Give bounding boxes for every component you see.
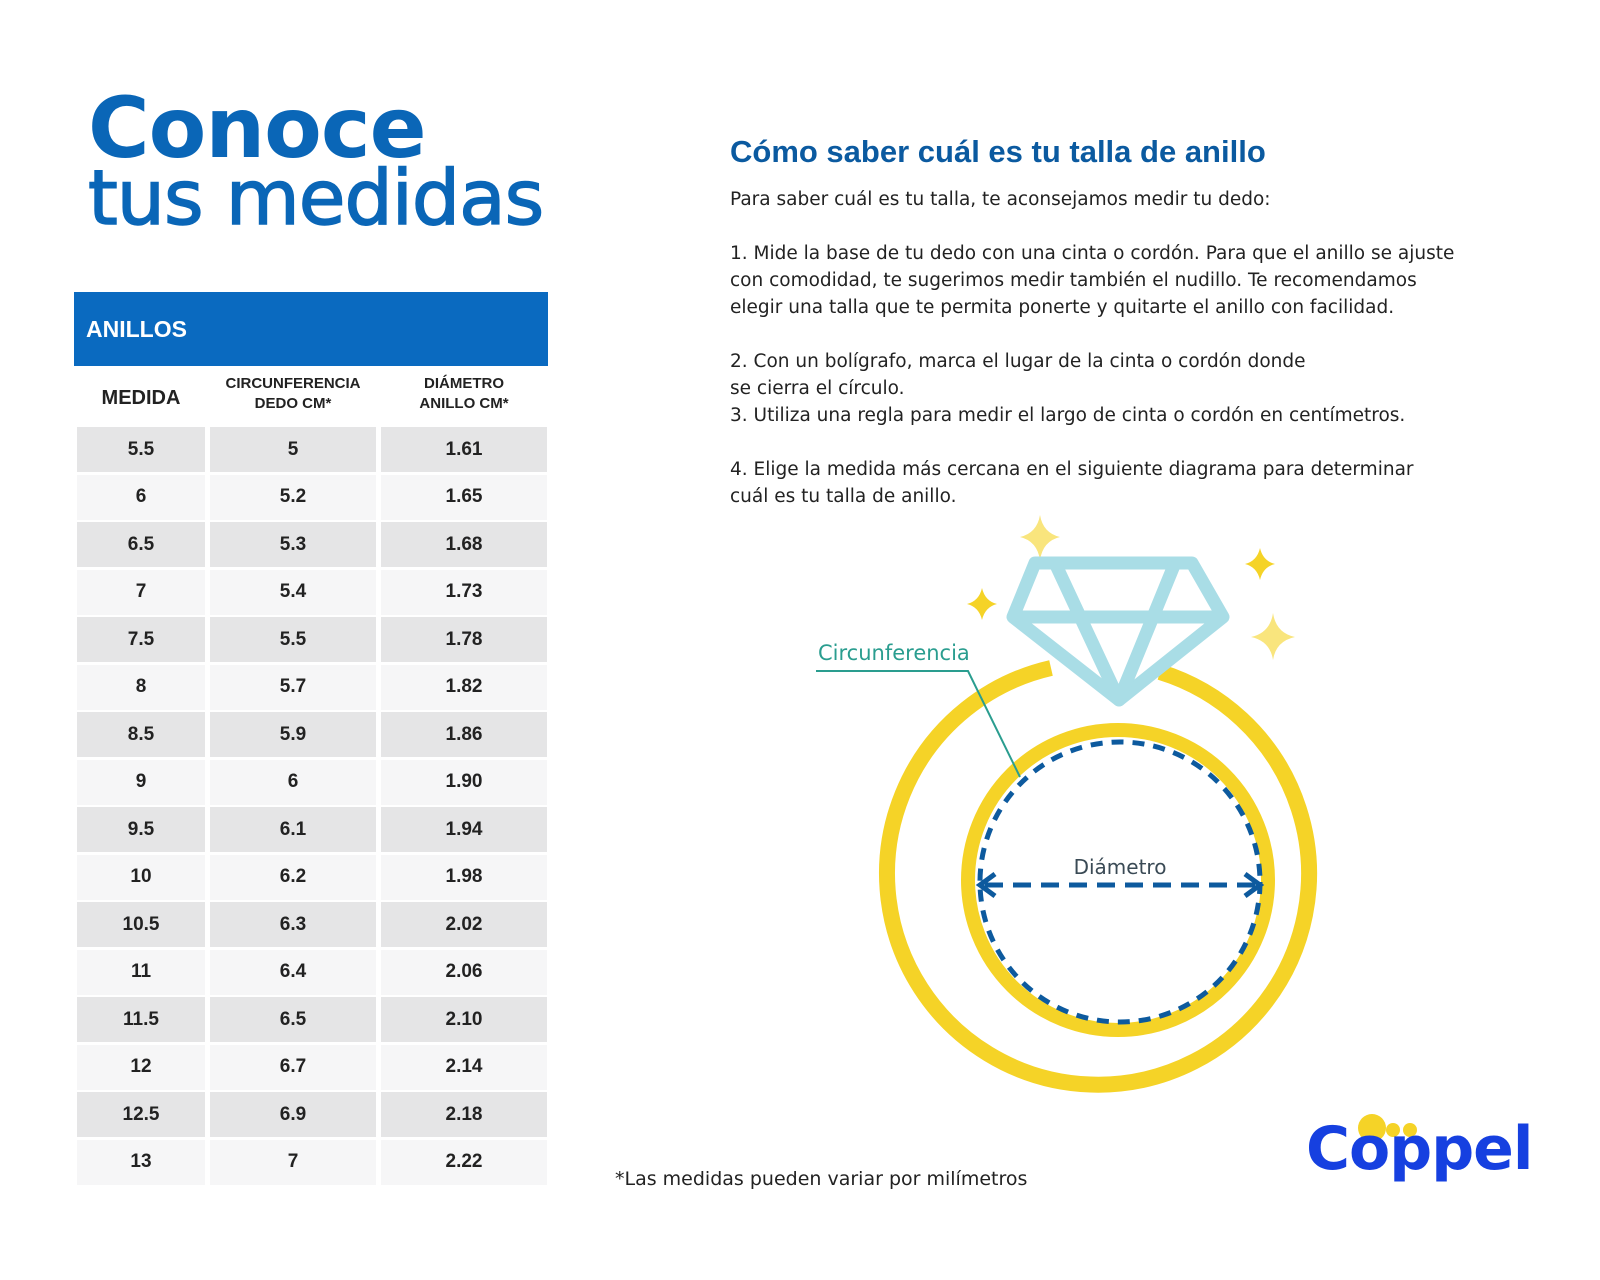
cell-diameter: 1.65 bbox=[381, 474, 547, 520]
table-row: 9 6 1.90 bbox=[77, 759, 547, 805]
cell-diameter: 1.68 bbox=[381, 522, 547, 567]
cell-medida: 7.5 bbox=[77, 617, 205, 662]
table-row: 7.5 5.5 1.78 bbox=[77, 617, 547, 662]
column-header-medida: MEDIDA bbox=[101, 387, 181, 409]
cell-medida: 7 bbox=[77, 569, 205, 615]
cell-diameter: 1.98 bbox=[381, 854, 547, 900]
cell-medida: 6.5 bbox=[77, 522, 205, 567]
circumference-dashed-circle bbox=[977, 739, 1263, 1025]
inner-ring-band bbox=[961, 723, 1275, 1037]
cell-circumference: 5.9 bbox=[210, 712, 376, 757]
cell-circumference: 6 bbox=[210, 759, 376, 805]
circumference-label: Circunferencia bbox=[818, 641, 970, 665]
table-row: 5.5 5 1.61 bbox=[77, 427, 547, 472]
cell-circumference: 7 bbox=[210, 1139, 376, 1185]
cell-diameter: 2.18 bbox=[381, 1092, 547, 1137]
instructions-title: Cómo saber cuál es tu talla de anillo bbox=[730, 134, 1266, 169]
table-row: 12 6.7 2.14 bbox=[77, 1044, 547, 1090]
table-row: 13 7 2.22 bbox=[77, 1139, 547, 1185]
cell-medida: 11 bbox=[77, 949, 205, 995]
cell-medida: 12.5 bbox=[77, 1092, 205, 1137]
cell-diameter: 2.14 bbox=[381, 1044, 547, 1090]
coppel-logo-dots bbox=[1358, 1114, 1417, 1142]
cell-circumference: 6.5 bbox=[210, 997, 376, 1042]
instructions-step-2: 2. Con un bolígrafo, marca el lugar de l… bbox=[730, 351, 1306, 399]
circumference-leader-line bbox=[816, 670, 1021, 778]
cell-circumference: 5.5 bbox=[210, 617, 376, 662]
cell-circumference: 6.2 bbox=[210, 854, 376, 900]
column-header-circumference: CIRCUNFERENCIA DEDO CM* bbox=[225, 375, 361, 412]
cell-circumference: 5.2 bbox=[210, 474, 376, 520]
instructions-step-3: 3. Utiliza una regla para medir el largo… bbox=[730, 405, 1406, 426]
cell-diameter: 1.94 bbox=[381, 807, 547, 852]
cell-diameter: 2.10 bbox=[381, 997, 547, 1042]
table-row: 7 5.4 1.73 bbox=[77, 569, 547, 615]
table-row: 10 6.2 1.98 bbox=[77, 854, 547, 900]
table-row: 6.5 5.3 1.68 bbox=[77, 522, 547, 567]
cell-diameter: 2.02 bbox=[381, 902, 547, 947]
cell-circumference: 6.3 bbox=[210, 902, 376, 947]
cell-diameter: 1.90 bbox=[381, 759, 547, 805]
instructions-step-4: 4. Elige la medida más cercana en el sig… bbox=[730, 459, 1414, 507]
page-title-line1: Conoce bbox=[88, 79, 427, 177]
cell-medida: 12 bbox=[77, 1044, 205, 1090]
cell-medida: 8 bbox=[77, 664, 205, 710]
sparkle-icon bbox=[1245, 548, 1275, 580]
cell-diameter: 2.06 bbox=[381, 949, 547, 995]
cell-circumference: 5.4 bbox=[210, 569, 376, 615]
cell-circumference: 6.9 bbox=[210, 1092, 376, 1137]
cell-medida: 10.5 bbox=[77, 902, 205, 947]
cell-diameter: 1.61 bbox=[381, 427, 547, 472]
sparkle-icon bbox=[967, 588, 997, 620]
arrow-left-icon bbox=[975, 871, 997, 899]
cell-medida: 11.5 bbox=[77, 997, 205, 1042]
table-title: ANILLOS bbox=[74, 292, 548, 366]
sparkle-icon bbox=[1251, 613, 1295, 660]
cell-medida: 13 bbox=[77, 1139, 205, 1185]
cell-diameter: 1.86 bbox=[381, 712, 547, 757]
cell-circumference: 5 bbox=[210, 427, 376, 472]
cell-medida: 9 bbox=[77, 759, 205, 805]
page-title-line2: tus medidas bbox=[87, 153, 545, 242]
footnote: *Las medidas pueden variar por milímetro… bbox=[615, 1168, 1028, 1190]
coppel-logo: Coppel bbox=[1306, 1114, 1533, 1184]
table-row: 10.5 6.3 2.02 bbox=[77, 902, 547, 947]
column-header-diameter: DIÁMETRO ANILLO CM* bbox=[419, 375, 509, 412]
table-row: 11.5 6.5 2.10 bbox=[77, 997, 547, 1042]
cell-diameter: 1.78 bbox=[381, 617, 547, 662]
sparkle-icons bbox=[967, 515, 1295, 660]
table-row: 6 5.2 1.65 bbox=[77, 474, 547, 520]
instructions-step-1: 1. Mide la base de tu dedo con una cinta… bbox=[730, 243, 1455, 318]
cell-circumference: 5.7 bbox=[210, 664, 376, 710]
cell-medida: 5.5 bbox=[77, 427, 205, 472]
cell-medida: 10 bbox=[77, 854, 205, 900]
table-row: 8 5.7 1.82 bbox=[77, 664, 547, 710]
arrow-right-icon bbox=[1243, 871, 1265, 899]
table-row: 9.5 6.1 1.94 bbox=[77, 807, 547, 852]
cell-diameter: 1.82 bbox=[381, 664, 547, 710]
outer-ring-band bbox=[879, 660, 1317, 1093]
cell-medida: 6 bbox=[77, 474, 205, 520]
cell-circumference: 6.1 bbox=[210, 807, 376, 852]
diamond-icon bbox=[1006, 556, 1230, 707]
cell-diameter: 1.73 bbox=[381, 569, 547, 615]
cell-medida: 8.5 bbox=[77, 712, 205, 757]
cell-diameter: 2.22 bbox=[381, 1139, 547, 1185]
cell-circumference: 6.4 bbox=[210, 949, 376, 995]
instructions-intro: Para saber cuál es tu talla, te aconseja… bbox=[730, 189, 1271, 210]
cell-circumference: 6.7 bbox=[210, 1044, 376, 1090]
table-row: 8.5 5.9 1.86 bbox=[77, 712, 547, 757]
table-row: 12.5 6.9 2.18 bbox=[77, 1092, 547, 1137]
cell-medida: 9.5 bbox=[77, 807, 205, 852]
diameter-label: Diámetro bbox=[1074, 855, 1167, 879]
table-row: 11 6.4 2.06 bbox=[77, 949, 547, 995]
cell-circumference: 5.3 bbox=[210, 522, 376, 567]
sparkle-icon bbox=[1020, 515, 1060, 560]
